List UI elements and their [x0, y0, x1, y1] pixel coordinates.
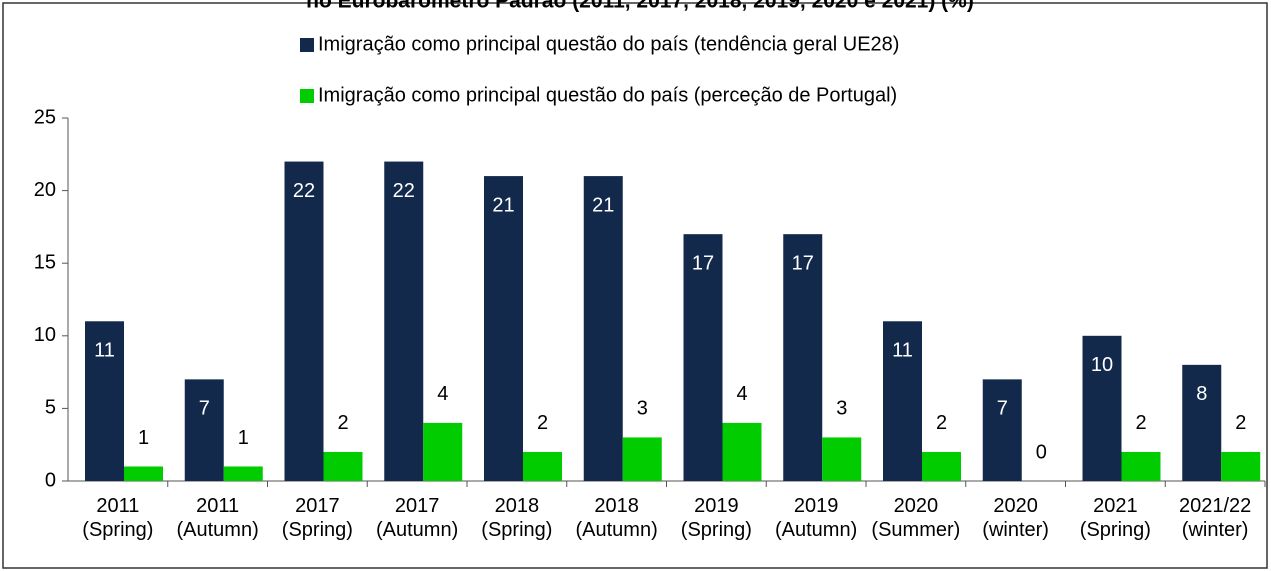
x-tick-label-line: 2021/22	[1179, 495, 1251, 517]
x-tick-label-line: (Spring)	[82, 519, 153, 541]
y-tick-label: 5	[45, 397, 56, 419]
y-tick-label: 0	[45, 469, 56, 491]
data-label: 17	[692, 252, 714, 274]
x-tick-label: 2017 (Spring)	[282, 495, 353, 541]
bar	[384, 161, 424, 481]
x-tick-label-line: 2021	[1093, 495, 1138, 517]
bar	[323, 451, 363, 481]
bar	[1221, 451, 1261, 481]
bar	[1182, 364, 1222, 481]
data-label: 1	[238, 427, 249, 449]
bar	[523, 451, 562, 481]
x-tick-label-line: 2020	[894, 495, 939, 517]
bar	[1082, 335, 1122, 481]
data-label: 10	[1091, 354, 1113, 376]
data-label: 2	[1235, 412, 1246, 434]
x-tick-label-line: 2020	[993, 495, 1038, 517]
bar	[822, 437, 862, 481]
data-label: 21	[492, 194, 514, 216]
y-tick-label: 10	[34, 324, 56, 346]
x-tick-label: 2021/22 (winter)	[1179, 495, 1251, 541]
data-label: 7	[199, 398, 210, 420]
x-tick-label-line: (Spring)	[282, 519, 353, 541]
y-tick-label: 20	[34, 179, 56, 201]
data-label: 11	[892, 340, 913, 362]
x-tick-label: 2020 (winter)	[982, 495, 1049, 541]
x-tick-label: 2021 (Spring)	[1080, 495, 1151, 541]
legend-label: Imigração como principal questão do país…	[318, 84, 897, 106]
x-tick-label-line: 2011	[196, 495, 239, 517]
bar	[423, 422, 463, 481]
bar	[583, 176, 623, 481]
data-label: 3	[836, 398, 847, 420]
data-label: 22	[393, 180, 415, 202]
legend-swatch	[300, 89, 314, 103]
y-tick-label: 25	[34, 106, 56, 128]
x-tick-label: 2019 (Spring)	[681, 495, 752, 541]
x-tick-label-line: (winter)	[982, 519, 1049, 541]
bar	[184, 379, 224, 481]
data-label: 11	[94, 340, 115, 362]
legend-swatch	[300, 38, 314, 52]
bar	[922, 451, 961, 481]
x-tick-label: 2017 (Autumn)	[376, 495, 458, 541]
data-label: 1	[138, 427, 149, 449]
x-tick-label-line: 2011	[96, 495, 139, 517]
x-tick-label-line: (Autumn)	[376, 519, 458, 541]
x-tick-label-line: (Summer)	[871, 519, 960, 541]
bar	[484, 176, 523, 481]
x-tick-label: 2019 (Autumn)	[775, 495, 857, 541]
x-tick-label-line: 2017	[295, 495, 340, 517]
bar	[722, 422, 762, 481]
data-label: 8	[1196, 383, 1207, 405]
data-label: 0	[1036, 441, 1047, 463]
legend-label: Imigração como principal questão do país…	[318, 33, 899, 55]
data-label: 21	[592, 194, 614, 216]
data-label: 7	[997, 398, 1008, 420]
y-tick-label: 15	[34, 251, 56, 273]
data-label: 2	[337, 412, 348, 434]
x-tick-label-line: (Autumn)	[576, 519, 658, 541]
bar	[783, 234, 823, 481]
x-tick-label: 2018 (Spring)	[481, 495, 552, 541]
x-tick-label-line: (winter)	[1182, 519, 1249, 541]
bar	[1121, 451, 1161, 481]
bar	[683, 234, 723, 481]
x-tick-label-line: (Autumn)	[177, 519, 259, 541]
bar	[223, 466, 263, 481]
bar	[982, 379, 1022, 481]
x-tick-label: 2011 (Spring)	[82, 495, 153, 541]
data-label: 4	[437, 383, 448, 405]
x-tick-label-line: 2017	[395, 495, 440, 517]
x-tick-label-line: 2018	[495, 495, 540, 517]
data-label: 2	[537, 412, 548, 434]
data-label: 2	[1135, 412, 1146, 434]
x-tick-label: 2020 (Summer)	[871, 495, 960, 541]
x-tick-label-line: (Spring)	[481, 519, 552, 541]
data-label: 3	[637, 398, 648, 420]
x-tick-label: 2011 (Autumn)	[177, 495, 259, 541]
data-label: 22	[293, 180, 315, 202]
x-tick-label-line: (Spring)	[1080, 519, 1151, 541]
bar	[85, 321, 124, 481]
x-tick-label-line: (Autumn)	[775, 519, 857, 541]
x-tick-label-line: 2018	[594, 495, 639, 517]
bar	[622, 437, 662, 481]
data-label: 17	[792, 252, 814, 274]
bar	[284, 161, 324, 481]
bar	[124, 466, 163, 481]
x-tick-label-line: 2019	[694, 495, 739, 517]
data-label: 2	[936, 412, 947, 434]
x-tick-label-line: 2019	[794, 495, 839, 517]
x-tick-label: 2018 (Autumn)	[576, 495, 658, 541]
data-label: 4	[736, 383, 747, 405]
chart-title: no Eurobarómetro Padrão (2011, 2017, 201…	[306, 0, 974, 13]
bar	[883, 321, 922, 481]
x-tick-label-line: (Spring)	[681, 519, 752, 541]
